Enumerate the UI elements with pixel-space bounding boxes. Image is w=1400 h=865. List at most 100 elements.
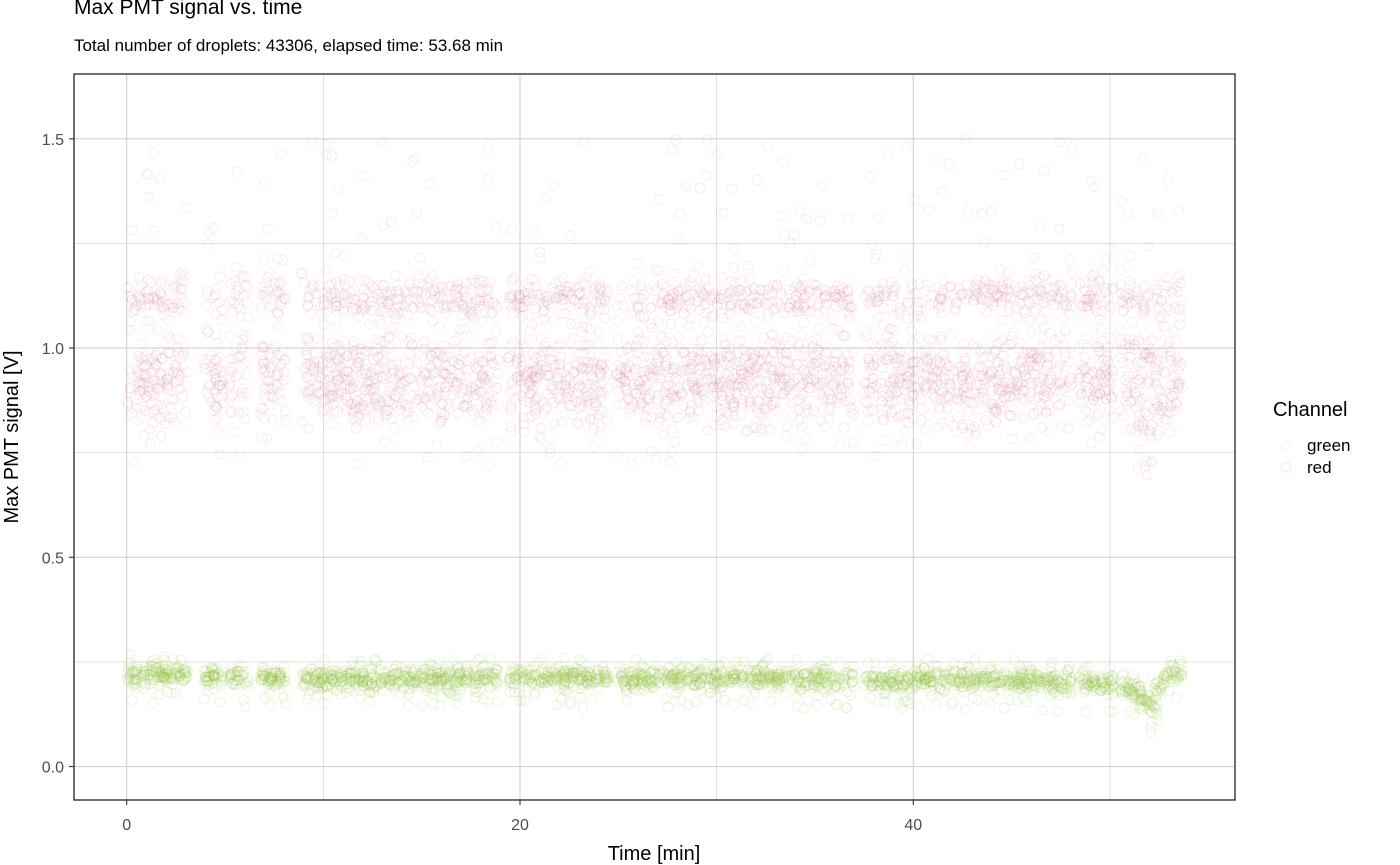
- red-point: [657, 297, 668, 309]
- red-point: [794, 393, 805, 405]
- red-point: [143, 274, 154, 286]
- red-point: [451, 376, 462, 388]
- red-point: [784, 289, 796, 301]
- red-point: [590, 400, 602, 412]
- red-point: [803, 286, 815, 298]
- red-point: [176, 282, 187, 293]
- red-point: [1096, 424, 1108, 436]
- red-point: [1091, 293, 1102, 305]
- red-point: [594, 280, 606, 292]
- red-point: [226, 406, 237, 418]
- red-point: [667, 390, 679, 402]
- red-point: [511, 358, 523, 370]
- red-point: [756, 285, 767, 296]
- red-point: [1037, 332, 1048, 344]
- red-point: [538, 345, 549, 356]
- red-point: [764, 336, 776, 348]
- red-point: [158, 406, 170, 418]
- red-point: [774, 372, 786, 383]
- red-point: [338, 303, 349, 315]
- red-point: [1031, 353, 1043, 365]
- red-point: [692, 260, 703, 272]
- red-point: [736, 368, 747, 380]
- red-point: [828, 355, 840, 367]
- red-point: [529, 405, 541, 416]
- red-point: [775, 211, 786, 222]
- red-point: [564, 281, 576, 292]
- red-point: [212, 413, 223, 424]
- red-point: [870, 293, 881, 304]
- red-point: [725, 375, 737, 386]
- red-point: [956, 394, 967, 405]
- red-point: [1012, 376, 1024, 388]
- red-point: [658, 347, 669, 359]
- red-point: [1030, 275, 1042, 286]
- red-point: [1075, 389, 1087, 401]
- red-point: [1085, 176, 1097, 187]
- red-point: [155, 430, 167, 442]
- red-point: [327, 390, 339, 401]
- red-point: [539, 404, 551, 415]
- red-point: [576, 277, 587, 288]
- red-point: [638, 401, 650, 413]
- red-point: [1140, 408, 1151, 420]
- red-point: [133, 272, 145, 283]
- red-point: [860, 326, 872, 337]
- red-point: [617, 300, 629, 311]
- red-point: [774, 340, 786, 351]
- red-point: [595, 369, 607, 380]
- red-point: [376, 350, 388, 361]
- red-point: [1126, 424, 1137, 435]
- red-point: [963, 406, 974, 418]
- green-point: [969, 654, 981, 665]
- red-point: [861, 397, 873, 408]
- red-point: [738, 299, 749, 311]
- red-point: [844, 363, 855, 375]
- red-point: [796, 330, 808, 341]
- red-point: [316, 287, 328, 298]
- red-point: [425, 399, 437, 410]
- red-point: [997, 335, 1008, 346]
- red-point: [817, 402, 829, 414]
- red-point: [321, 306, 333, 318]
- red-point: [1131, 290, 1143, 301]
- red-point: [635, 366, 647, 378]
- red-point: [304, 359, 316, 370]
- red-point: [144, 293, 155, 305]
- red-point: [762, 299, 773, 310]
- red-point: [168, 394, 180, 406]
- red-point: [932, 366, 943, 378]
- red-point: [146, 390, 158, 402]
- red-point: [908, 413, 919, 424]
- red-point: [1016, 289, 1028, 301]
- red-point: [123, 400, 134, 411]
- red-point: [442, 301, 453, 313]
- red-point: [314, 280, 325, 292]
- red-point: [979, 373, 990, 385]
- red-point: [433, 391, 445, 402]
- red-point: [1152, 207, 1164, 219]
- red-point: [787, 410, 798, 421]
- red-point: [1107, 365, 1119, 377]
- red-point: [1026, 380, 1038, 392]
- red-point: [998, 282, 1009, 294]
- red-point: [515, 365, 527, 376]
- red-point: [237, 383, 249, 395]
- red-point: [368, 398, 380, 409]
- red-point: [785, 298, 796, 310]
- red-point: [422, 281, 433, 293]
- red-point: [382, 290, 394, 301]
- red-point: [301, 344, 312, 356]
- red-point: [1034, 355, 1045, 367]
- red-point: [981, 372, 993, 384]
- red-point: [1153, 301, 1165, 313]
- red-point: [842, 379, 854, 391]
- red-point: [321, 265, 332, 276]
- red-point: [722, 351, 733, 362]
- red-point: [746, 357, 758, 369]
- red-point: [944, 378, 956, 390]
- red-point: [970, 290, 982, 301]
- red-point: [515, 352, 527, 364]
- red-point: [625, 285, 636, 297]
- red-point: [735, 335, 746, 346]
